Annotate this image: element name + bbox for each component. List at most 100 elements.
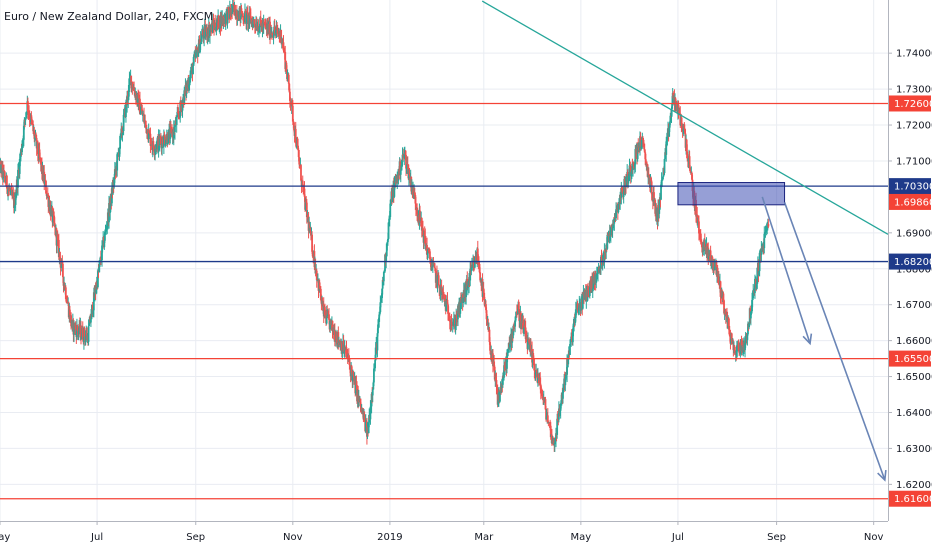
candle-body	[682, 129, 685, 131]
candle-body	[578, 303, 581, 308]
candle-body	[140, 109, 143, 112]
level-label: 1.70300	[894, 182, 932, 193]
candle-body	[646, 163, 648, 165]
time-axis[interactable]: May Jul Sep Nov 2019 Mar May Jul Sep Nov	[0, 521, 932, 550]
candle-body	[346, 356, 349, 358]
candle-body	[80, 325, 82, 339]
candle-body	[483, 300, 486, 306]
candle-body	[406, 164, 409, 169]
candle-body	[419, 210, 421, 221]
candle-body	[297, 145, 299, 151]
candle-body	[137, 93, 140, 95]
candle-body	[535, 370, 538, 373]
candle-body	[33, 130, 36, 139]
y-tick-label: 1.68000	[896, 264, 932, 275]
candle-body	[9, 191, 12, 193]
candle-body	[507, 349, 510, 353]
candle-body	[81, 327, 84, 340]
candle-body	[560, 400, 563, 405]
candle-body	[699, 236, 702, 240]
candle-body	[518, 320, 521, 322]
candle-body	[423, 230, 426, 243]
candle-body	[508, 341, 511, 348]
candle-body	[24, 117, 27, 121]
candle-body	[404, 152, 407, 155]
candle-body	[169, 126, 172, 139]
candle-body	[388, 216, 391, 219]
candle-body	[700, 242, 703, 248]
y-tick-label: 1.64000	[896, 408, 932, 419]
candle-body	[195, 48, 198, 53]
candle-body	[179, 101, 182, 118]
candle-body	[10, 187, 13, 191]
candle-body	[304, 201, 307, 210]
candle-body	[534, 373, 537, 375]
candle-body	[506, 355, 508, 369]
candle-body	[766, 224, 769, 228]
candle-body	[95, 289, 98, 293]
projection-arrow	[783, 202, 886, 481]
drawings[interactable]	[481, 0, 889, 482]
candle-body	[621, 188, 623, 191]
candle-body	[455, 314, 458, 319]
candle-body	[546, 415, 549, 423]
candle-body	[384, 254, 386, 272]
candle-body	[636, 143, 639, 160]
candle-body	[337, 332, 340, 343]
candle-body	[569, 339, 572, 345]
candle-body	[241, 13, 244, 16]
candle-body	[752, 291, 755, 299]
candle-body	[691, 172, 693, 180]
candle-body	[34, 137, 36, 139]
candle-body	[489, 350, 492, 355]
candle-body	[765, 227, 768, 231]
level-label: 1.68200	[894, 257, 932, 268]
candle-body	[181, 102, 184, 111]
candle-body	[3, 170, 5, 172]
horizontal-levels[interactable]	[0, 102, 888, 500]
candle-body	[153, 147, 155, 152]
y-tick-label: 1.71000	[896, 156, 932, 167]
candle-body	[501, 375, 504, 385]
candle-body	[249, 15, 252, 24]
candle-body	[374, 347, 377, 361]
candle-body	[276, 27, 278, 29]
candle-body	[62, 277, 65, 286]
candle-body	[161, 138, 164, 149]
candle-body	[572, 323, 575, 329]
candle-body	[122, 130, 124, 132]
level-label-bg	[889, 178, 931, 195]
candle-body	[522, 319, 525, 333]
candle-body	[52, 213, 55, 216]
candle-body	[245, 10, 248, 24]
candle-body	[722, 293, 725, 301]
candle-body	[17, 169, 19, 188]
candle-body	[501, 384, 504, 386]
candle-body	[445, 301, 448, 311]
candle-body	[520, 312, 522, 330]
y-tick-label: 1.66000	[896, 336, 932, 347]
candle-body	[376, 333, 379, 351]
candle-body	[460, 299, 463, 303]
candle-body	[62, 263, 64, 278]
candle-body	[666, 132, 669, 140]
price-axis[interactable]: 1.74000 1.73000 1.72000 1.71000 1.69000 1.680…	[888, 0, 932, 550]
candle-body	[98, 266, 100, 272]
candle-body	[661, 179, 664, 181]
candle-body	[472, 261, 475, 265]
candle-body	[434, 268, 437, 272]
candle-body	[713, 266, 716, 271]
candle-body	[699, 233, 702, 237]
candle-body	[485, 304, 487, 311]
candle-body	[443, 294, 445, 300]
candle-body	[174, 125, 176, 133]
candle-body	[472, 261, 475, 268]
candle-body	[378, 314, 381, 322]
candle-body	[387, 222, 390, 239]
projection-arrow-head	[877, 470, 887, 482]
candle-body	[750, 311, 753, 313]
candle-body	[401, 154, 404, 163]
candle-body	[534, 370, 536, 375]
candle-body	[401, 162, 403, 166]
